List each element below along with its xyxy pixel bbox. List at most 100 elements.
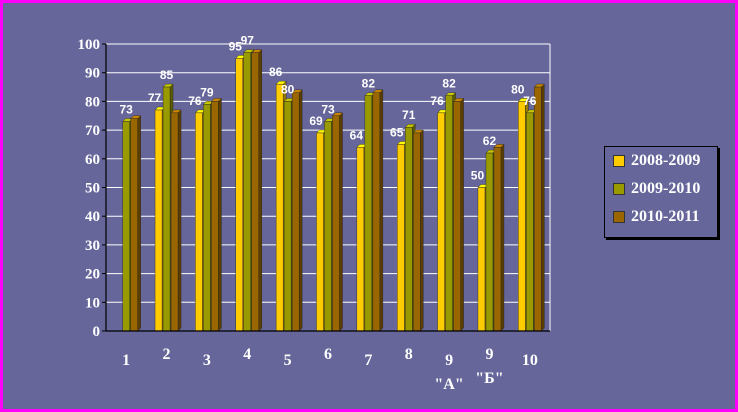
bar-front: [485, 152, 494, 332]
bar-front: [534, 86, 542, 332]
x-tick-label: 4: [243, 346, 251, 363]
bar-front: [170, 112, 179, 332]
data-label: 97: [241, 34, 255, 48]
bar-front: [518, 101, 526, 332]
x-tick-label: "А": [434, 376, 463, 393]
y-tick-label: 50: [85, 181, 100, 197]
bar-side: [460, 97, 464, 332]
data-label: 73: [321, 102, 335, 116]
data-label: 85: [160, 68, 174, 82]
bar-front: [275, 83, 284, 332]
bar-front: [405, 127, 413, 332]
legend-item-2010-2011: 2010-2011: [605, 203, 717, 231]
data-label: 86: [269, 65, 283, 79]
bar-side: [500, 143, 505, 332]
legend-swatch: [613, 155, 625, 167]
bar-front: [526, 112, 534, 332]
x-tick-label: 8: [405, 346, 413, 363]
bar-front: [243, 52, 251, 332]
x-tick-label: 1: [122, 352, 130, 369]
bar-front: [445, 95, 453, 332]
bar: [533, 83, 545, 332]
chart-frame: 0 10 20 30 40 50 60 70 80 90 100 1 2 3 4 5 6 7 8 9 "А" 9 "Б" 10…: [3, 3, 735, 409]
bar-front: [477, 187, 486, 332]
data-label: 80: [281, 82, 295, 96]
data-label: 64: [350, 128, 364, 142]
x-tick-label: "Б": [475, 370, 503, 387]
x-tick-label: 10: [522, 352, 538, 369]
bar: [372, 89, 384, 332]
bar-side: [339, 112, 343, 332]
bar-front: [364, 95, 373, 332]
legend-label: 2009-2010: [631, 180, 701, 197]
legend-swatch: [613, 183, 625, 195]
bar-chart: 0 10 20 30 40 50 60 70 80 90 100 1 2 3 4 5 6 7 8 9 "А" 9 "Б" 10…: [78, 34, 551, 393]
bar-front: [413, 132, 421, 332]
bar-front: [162, 86, 171, 332]
bar-side: [137, 115, 141, 332]
y-tick-label: 100: [78, 37, 101, 53]
bar-front: [130, 118, 138, 332]
bar-front: [332, 115, 340, 332]
bar-front: [437, 112, 445, 332]
y-tick-label: 0: [93, 324, 101, 340]
data-label: 73: [120, 102, 134, 116]
bar-side: [218, 97, 222, 332]
y-tick-label: 90: [85, 66, 100, 82]
y-tick-label: 60: [85, 152, 100, 168]
bar: [251, 49, 263, 332]
bar-side: [258, 49, 262, 332]
axes: 0 10 20 30 40 50 60 70 80 90 100 1 2 3 4 5 6 7 8 9 "А" 9 "Б" 10: [78, 37, 550, 393]
x-tick-label: 9: [445, 352, 453, 369]
bar-side: [298, 89, 303, 332]
data-label: 80: [511, 82, 525, 96]
legend-item-2009-2010: 2009-2010: [605, 175, 717, 203]
bar-side: [541, 83, 545, 332]
bar: [412, 129, 424, 332]
bar-side: [420, 129, 424, 332]
bar: [493, 143, 505, 332]
bar-front: [203, 104, 211, 332]
bar-front: [372, 92, 381, 332]
bar: [130, 115, 142, 332]
bar-front: [453, 101, 461, 332]
legend-item-2008-2009: 2008-2009: [605, 147, 717, 175]
bar-front: [283, 101, 292, 332]
bar-front: [211, 101, 219, 332]
bars: [122, 49, 545, 332]
legend-label: 2008-2009: [631, 152, 701, 169]
x-tick-label: 9: [485, 346, 493, 363]
bar-front: [397, 144, 405, 332]
data-label: 77: [148, 91, 162, 105]
bar-side: [379, 89, 384, 332]
bar-front: [235, 58, 243, 332]
bar: [210, 97, 222, 332]
bar: [291, 89, 303, 332]
data-label: 82: [362, 77, 376, 91]
bar-front: [324, 121, 332, 332]
bar: [332, 112, 343, 332]
y-tick-label: 20: [85, 267, 100, 283]
legend: 2008-2009 2009-2010 2010-2011: [604, 146, 718, 238]
data-labels: 7377857679959786806973648265717682506280…: [120, 34, 537, 183]
bar-front: [122, 121, 130, 332]
x-tick-label: 7: [364, 352, 372, 369]
y-tick-label: 80: [85, 94, 100, 110]
bar-front: [316, 132, 324, 332]
data-label: 76: [188, 94, 202, 108]
data-label: 76: [430, 94, 444, 108]
legend-swatch: [613, 211, 625, 223]
data-label: 50: [471, 169, 485, 183]
y-tick-label: 40: [85, 209, 100, 225]
x-tick-label: 5: [284, 352, 292, 369]
bar: [170, 109, 182, 332]
data-label: 65: [390, 125, 404, 139]
bar-front: [195, 112, 203, 332]
data-label: 79: [200, 85, 214, 99]
data-label: 69: [309, 114, 323, 128]
data-label: 95: [229, 39, 243, 53]
bar-front: [493, 147, 502, 332]
data-label: 71: [402, 108, 416, 122]
y-tick-label: 10: [85, 295, 100, 311]
bar-side: [177, 109, 182, 332]
